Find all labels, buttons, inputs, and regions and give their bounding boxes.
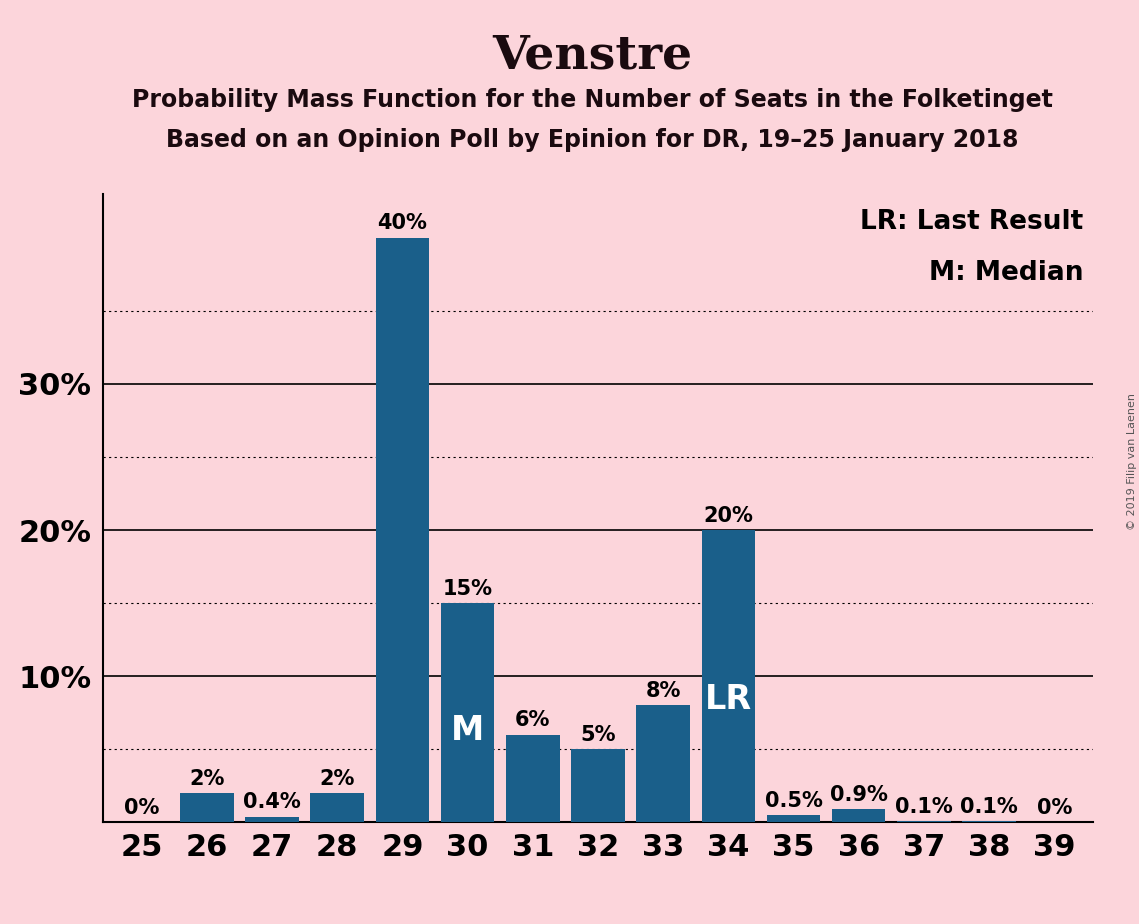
Bar — [962, 821, 1016, 822]
Bar — [637, 705, 690, 822]
Bar — [767, 815, 820, 822]
Text: 0.4%: 0.4% — [243, 792, 301, 812]
Text: Based on an Opinion Poll by Epinion for DR, 19–25 January 2018: Based on an Opinion Poll by Epinion for … — [166, 128, 1018, 152]
Text: 6%: 6% — [515, 711, 550, 730]
Text: M: Median: M: Median — [929, 260, 1083, 286]
Text: 0%: 0% — [1036, 798, 1072, 818]
Text: 20%: 20% — [704, 505, 753, 526]
Text: 2%: 2% — [189, 769, 224, 789]
Text: © 2019 Filip van Laenen: © 2019 Filip van Laenen — [1126, 394, 1137, 530]
Bar — [702, 530, 755, 822]
Text: Venstre: Venstre — [492, 32, 693, 79]
Bar — [831, 809, 885, 822]
Text: 0.9%: 0.9% — [830, 784, 887, 805]
Text: M: M — [451, 714, 484, 747]
Text: 8%: 8% — [646, 681, 681, 701]
Text: 2%: 2% — [320, 769, 355, 789]
Text: LR: LR — [705, 683, 752, 716]
Text: Probability Mass Function for the Number of Seats in the Folketinget: Probability Mass Function for the Number… — [132, 88, 1052, 112]
Text: 0.1%: 0.1% — [960, 796, 1018, 817]
Text: 0%: 0% — [124, 798, 159, 818]
Text: 0.5%: 0.5% — [764, 791, 822, 810]
Text: 0.1%: 0.1% — [895, 796, 953, 817]
Text: LR: Last Result: LR: Last Result — [860, 209, 1083, 235]
Bar — [376, 237, 429, 822]
Bar — [245, 817, 298, 822]
Bar — [506, 735, 559, 822]
Bar — [572, 749, 624, 822]
Bar — [898, 821, 951, 822]
Bar — [441, 603, 494, 822]
Text: 40%: 40% — [377, 213, 427, 234]
Bar — [180, 793, 233, 822]
Text: 5%: 5% — [580, 725, 616, 745]
Text: 15%: 15% — [443, 578, 492, 599]
Bar — [311, 793, 364, 822]
